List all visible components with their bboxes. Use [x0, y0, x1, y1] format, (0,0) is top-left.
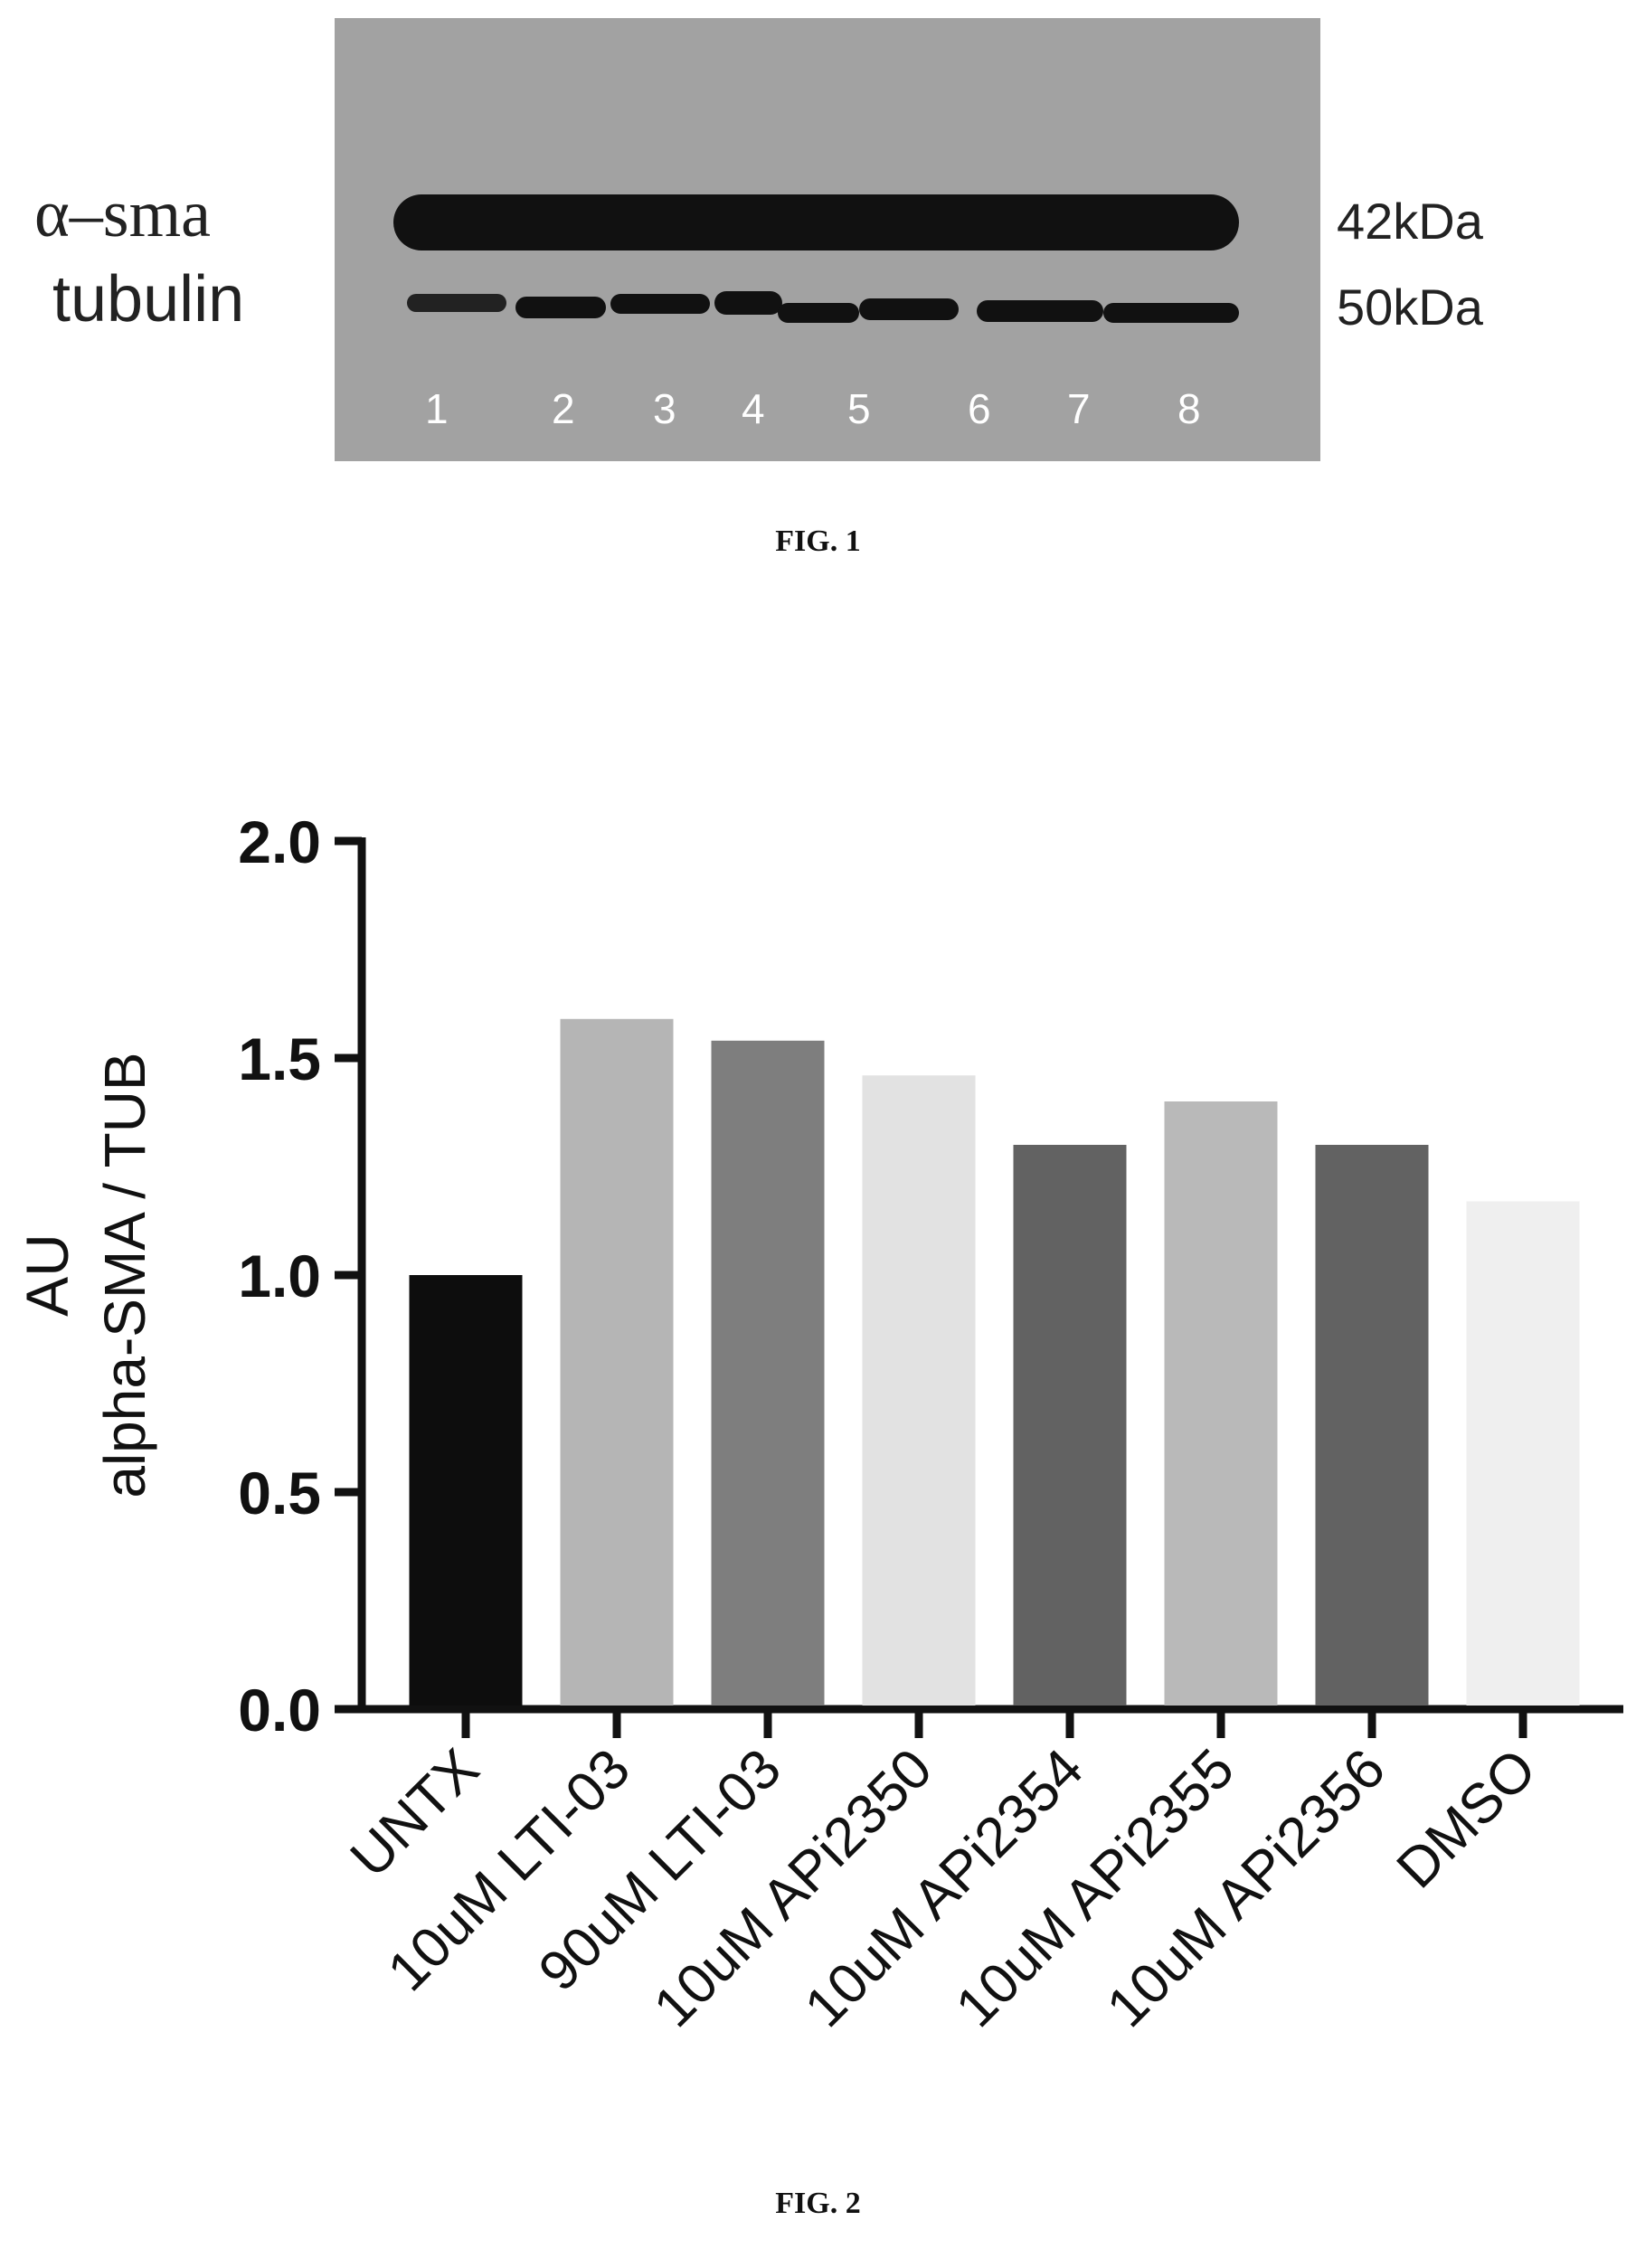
y-tick-label: 0.0	[238, 1677, 321, 1744]
bar	[409, 1275, 523, 1706]
tubulin-band	[778, 303, 859, 323]
mw-label-42kda: 42kDa	[1337, 193, 1483, 250]
mw-label-50kda: 50kDa	[1337, 279, 1483, 335]
lane-label: 4	[742, 385, 765, 432]
y-axis-label: AU alpha-SMA / TUB	[14, 1052, 157, 1498]
bar	[1013, 1145, 1127, 1706]
y-axis-label-line: alpha-SMA / TUB	[92, 1052, 157, 1498]
alpha-sma-row-label: α–sma	[34, 177, 211, 251]
bars	[409, 1018, 1580, 1706]
western-blot-figure: α–sma tubulin 1 2 3 4 5 6 7 8 42kDa 50kD…	[0, 0, 1636, 506]
bar-chart: AU alpha-SMA / TUB 0.0 0.5 1.0 1.5 2.0 UNTX10…	[14, 808, 1623, 2039]
y-tick-label: 1.5	[238, 1025, 321, 1092]
tubulin-band	[977, 300, 1103, 322]
tubulin-band	[1103, 303, 1239, 323]
lane-label: 8	[1177, 385, 1201, 432]
tubulin-band	[515, 297, 606, 318]
alpha-sma-band	[393, 194, 1239, 250]
lane-label: 6	[968, 385, 991, 432]
figure-1-caption: FIG. 1	[775, 524, 861, 558]
lane-label: 7	[1067, 385, 1091, 432]
bar	[1164, 1101, 1278, 1706]
y-axis: 0.0 0.5 1.0 1.5 2.0	[238, 808, 366, 1744]
bar	[711, 1040, 825, 1706]
tubulin-band	[610, 294, 710, 314]
lane-label: 3	[653, 385, 676, 432]
bar	[1466, 1201, 1580, 1706]
x-axis	[358, 1705, 1623, 1738]
bar	[1315, 1145, 1429, 1706]
y-tick-label: 1.0	[238, 1243, 321, 1309]
bar	[862, 1075, 976, 1706]
tubulin-band	[714, 291, 782, 315]
tubulin-row-label: tubulin	[52, 263, 245, 335]
y-tick-label: 0.5	[238, 1460, 321, 1526]
x-tick-label: 10uM APi2356	[1095, 1737, 1397, 2039]
tubulin-band	[407, 294, 506, 312]
y-axis-label-line: AU	[14, 1233, 80, 1317]
blot-membrane: 1 2 3 4 5 6 7 8	[335, 18, 1320, 461]
y-tick-label: 2.0	[238, 808, 321, 875]
lane-label: 2	[552, 385, 575, 432]
tubulin-band	[859, 298, 959, 320]
bar	[560, 1018, 674, 1706]
lane-label: 1	[425, 385, 449, 432]
x-tick-label: DMSO	[1385, 1737, 1548, 1900]
figure-2-caption: FIG. 2	[775, 2187, 861, 2220]
lane-label: 5	[847, 385, 871, 432]
